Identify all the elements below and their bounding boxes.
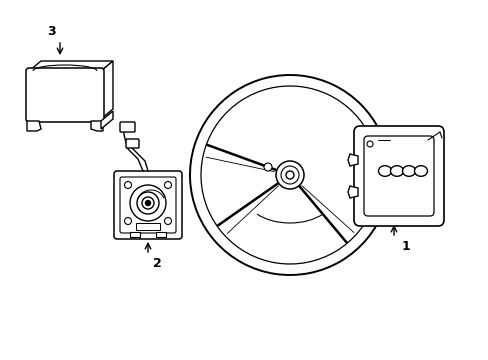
- Ellipse shape: [124, 217, 131, 225]
- Ellipse shape: [285, 171, 293, 179]
- Ellipse shape: [378, 166, 391, 176]
- FancyBboxPatch shape: [114, 171, 182, 239]
- Ellipse shape: [164, 217, 171, 225]
- Ellipse shape: [164, 181, 171, 189]
- Polygon shape: [101, 61, 113, 119]
- Ellipse shape: [145, 201, 150, 206]
- Bar: [156, 232, 165, 237]
- FancyBboxPatch shape: [26, 68, 104, 122]
- Text: 2: 2: [153, 257, 162, 270]
- Polygon shape: [29, 61, 113, 71]
- Ellipse shape: [281, 166, 298, 184]
- Text: 3: 3: [48, 25, 56, 38]
- Ellipse shape: [390, 166, 403, 176]
- Ellipse shape: [275, 161, 304, 189]
- Ellipse shape: [366, 141, 372, 147]
- FancyBboxPatch shape: [126, 139, 139, 148]
- Ellipse shape: [137, 192, 159, 214]
- Polygon shape: [101, 111, 113, 129]
- Ellipse shape: [414, 166, 427, 176]
- FancyBboxPatch shape: [120, 177, 176, 233]
- Ellipse shape: [264, 163, 271, 171]
- Ellipse shape: [402, 166, 415, 176]
- FancyBboxPatch shape: [353, 126, 443, 226]
- Bar: [130, 232, 140, 237]
- Polygon shape: [91, 121, 103, 131]
- Text: 1: 1: [401, 240, 410, 253]
- Polygon shape: [347, 154, 357, 166]
- Bar: [136, 223, 160, 230]
- Ellipse shape: [124, 181, 131, 189]
- FancyBboxPatch shape: [120, 122, 135, 132]
- Polygon shape: [27, 121, 41, 131]
- Polygon shape: [347, 186, 357, 198]
- FancyBboxPatch shape: [363, 136, 433, 216]
- Ellipse shape: [130, 185, 165, 221]
- Ellipse shape: [142, 197, 154, 209]
